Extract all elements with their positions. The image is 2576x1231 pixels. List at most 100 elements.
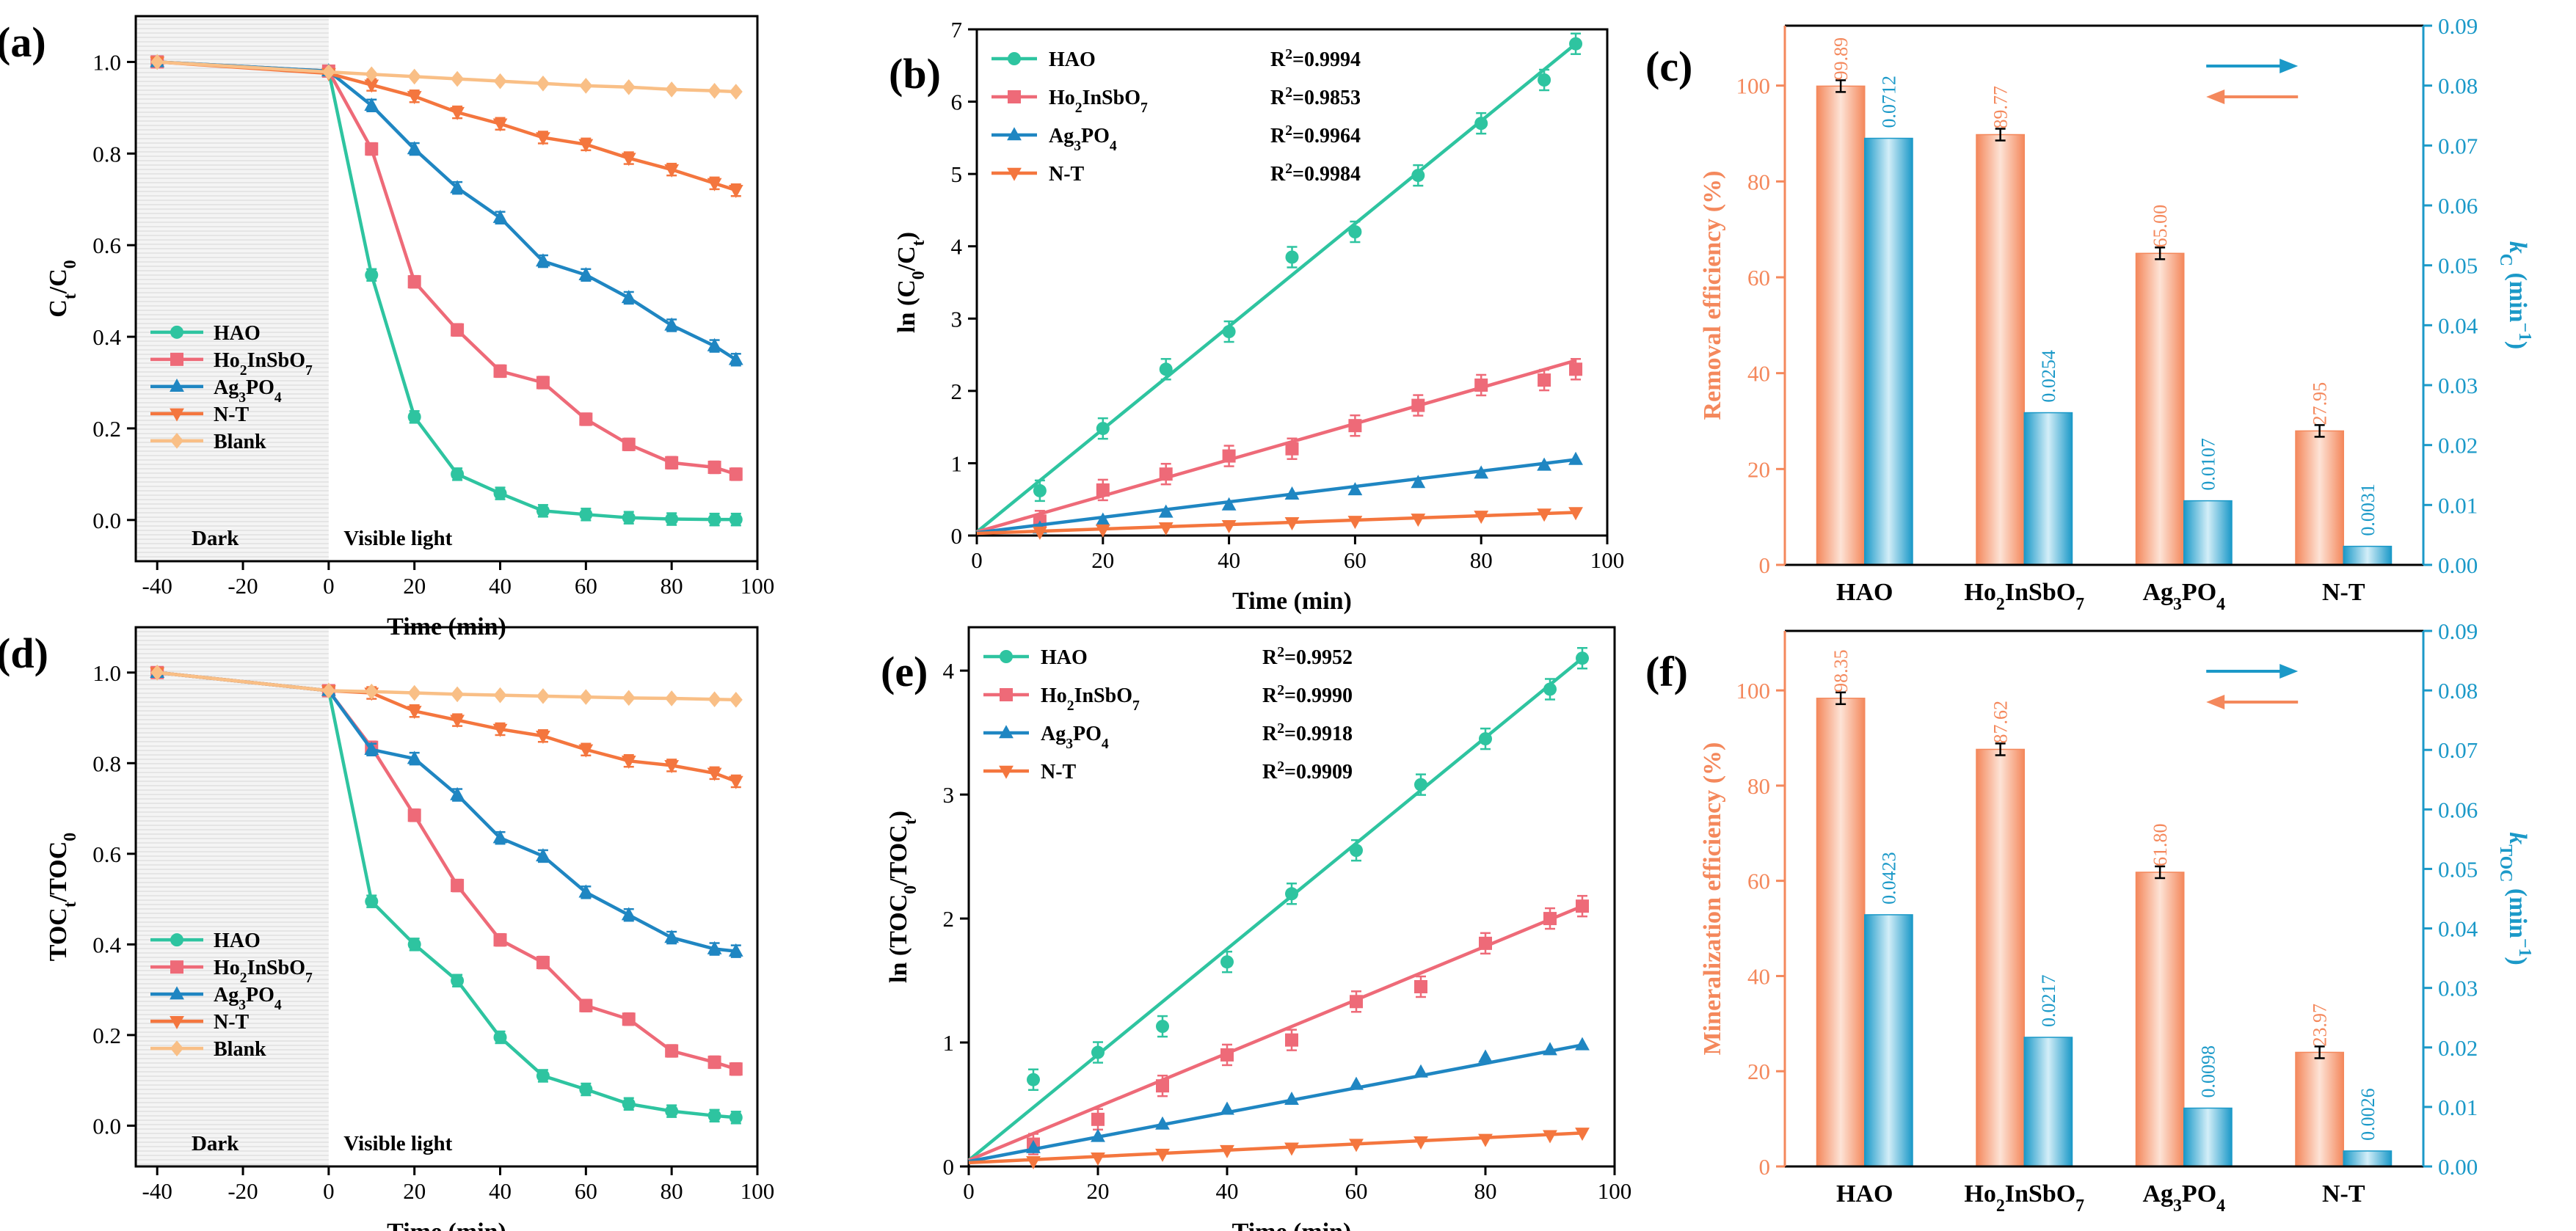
panel-d-series-ag3po4-point bbox=[364, 741, 379, 755]
panel-d-series-n-t-point bbox=[664, 760, 680, 774]
panel-d-series-n-t-point bbox=[728, 775, 743, 789]
panel-e-xtick-label: 100 bbox=[1598, 1178, 1632, 1204]
panel-f-bar-hao-rate-label: 0.0423 bbox=[1878, 852, 1899, 905]
panel-a-series-blank-point bbox=[707, 82, 721, 99]
panel-e-ytick-label: 0 bbox=[943, 1154, 955, 1180]
panel-a-series-ag3po4-point bbox=[578, 266, 594, 280]
panel-b-xtick-label: 60 bbox=[1344, 547, 1367, 573]
panel-d-legend-n-t-marker bbox=[170, 1015, 184, 1029]
panel-c-bar-hao-efficiency bbox=[1816, 85, 1866, 566]
panel-b-series-ho2insbo7-point bbox=[1538, 373, 1551, 387]
panel-b-series-ho2insbo7-point bbox=[1569, 362, 1583, 376]
panel-f-bar-n-t-efficiency-label: 23.97 bbox=[2310, 1004, 2331, 1047]
panel-a-xtick-label: -20 bbox=[228, 573, 258, 599]
panel-e-series-n-t-point bbox=[1284, 1142, 1299, 1156]
panel-a-series-blank-point bbox=[665, 81, 679, 98]
panel-e-axis-frame bbox=[967, 626, 1616, 1168]
panel-e-series-hao-point bbox=[1220, 955, 1234, 969]
panel-e-panel-label: (e) bbox=[881, 648, 928, 695]
panel-d-legend-ho2insbo7-marker bbox=[170, 960, 183, 974]
panel-b-ytick-label: 2 bbox=[951, 379, 963, 404]
panel-a-legend-ho2insbo7-label: Ho2InSbO7 bbox=[214, 349, 313, 379]
panel-b-series-ag3po4-point bbox=[1095, 512, 1110, 526]
panel-b-legend-n-t-label: N-T bbox=[1049, 163, 1085, 186]
panel-c-bar-ho2insbo7-rate-label: 0.0254 bbox=[2038, 350, 2059, 403]
panel-d-series-ho2insbo7-point bbox=[729, 1062, 743, 1076]
panel-d-series-ho2insbo7-point bbox=[451, 879, 465, 893]
panel-d-series-ho2insbo7-point bbox=[579, 998, 593, 1012]
panel-e-series-hao-point bbox=[1350, 844, 1363, 858]
panel-f-panel-label: (f) bbox=[1645, 648, 1688, 695]
panel-a-ytick-label: 0.2 bbox=[92, 416, 121, 442]
panel-a-dark-region bbox=[136, 16, 329, 561]
panel-d-series-hao-point bbox=[365, 894, 379, 908]
panel-d-series-hao-point bbox=[579, 1083, 593, 1096]
panel-a-series-ho2insbo7-point bbox=[493, 364, 507, 378]
panel-e-series-ag3po4-point bbox=[1284, 1091, 1299, 1105]
panel-a-ytick-label: 0.4 bbox=[92, 324, 121, 350]
panel-b-series-n-t-point bbox=[1284, 517, 1300, 531]
panel-b-series-ag3po4-fit-line bbox=[976, 458, 1576, 535]
panel-e-ytick-label: 2 bbox=[943, 906, 955, 932]
panel-f-bar-ho2insbo7-efficiency-label: 87.62 bbox=[1990, 701, 2012, 744]
panel-b-ylabel: ln (C0/Ct) bbox=[893, 232, 928, 333]
panel-a-ytick-label: 1.0 bbox=[92, 49, 121, 75]
panel-a-ylabel: Ct/C0 bbox=[45, 260, 80, 317]
panel-f-ytick-label: 0 bbox=[1759, 1154, 1771, 1180]
panel-d-ytick-label: 0.2 bbox=[92, 1023, 121, 1048]
panel-f-bar-ag3po4-rate-label: 0.0098 bbox=[2197, 1045, 2219, 1098]
panel-a-series-ag3po4-point bbox=[621, 290, 636, 304]
panel-f-y2tick-label: 0.09 bbox=[2438, 618, 2478, 644]
panel-a-xtick-label: 40 bbox=[489, 573, 512, 599]
panel-a-series-hao-point bbox=[622, 511, 636, 525]
panel-f-y2tick-label: 0.07 bbox=[2438, 737, 2478, 763]
panel-b-series-ag3po4-point bbox=[1568, 451, 1583, 465]
panel-e-series-ho2insbo7-point bbox=[1156, 1079, 1169, 1093]
panel-b-legend-ho2insbo7-label: Ho2InSbO7 bbox=[1049, 87, 1148, 116]
panel-d-series-ag3po4-point bbox=[536, 848, 550, 862]
panel-a-legend-blank-marker bbox=[170, 433, 183, 449]
panel-e-legend-hao-marker bbox=[1000, 650, 1013, 663]
panel-e-series-ag3po4-point bbox=[1575, 1037, 1590, 1051]
panel-e-series-ag3po4-fit-line bbox=[968, 1043, 1583, 1164]
panel-d-series-blank-point bbox=[536, 688, 550, 704]
panel-d-ylabel: TOCt/TOC0 bbox=[45, 833, 80, 961]
panel-e-series-ag3po4-point bbox=[1349, 1076, 1364, 1090]
panel-d-legend-blank-label: Blank bbox=[214, 1038, 266, 1061]
panel-f-bar-ag3po4-efficiency bbox=[2135, 872, 2185, 1167]
panel-e-legend-hao-r2: R2=0.9952 bbox=[1262, 645, 1353, 670]
panel-d-panel-label: (d) bbox=[0, 629, 48, 677]
panel-f-ylabel: Mineralization efficiency (%) bbox=[1699, 742, 1726, 1056]
panel-e-legend-ho2insbo7-r2: R2=0.9990 bbox=[1262, 683, 1353, 708]
panel-a-xtick-label: 60 bbox=[575, 573, 597, 599]
panel-a-series-ag3po4-point bbox=[664, 317, 680, 331]
panel-b-series-n-t-point bbox=[1221, 520, 1237, 533]
panel-a-series-ho2insbo7-point bbox=[707, 461, 721, 475]
panel-a-legend-n-t-label: N-T bbox=[214, 403, 250, 426]
panel-e-ylabel: ln (TOC0/TOCt) bbox=[885, 811, 920, 983]
panel-a-series-blank-line bbox=[157, 60, 736, 94]
panel-e-ytick-label: 3 bbox=[943, 782, 955, 808]
panel-a-series-blank-point bbox=[150, 54, 164, 70]
panel-d-series-blank-point bbox=[407, 684, 421, 701]
panel-a-series-ho2insbo7-point bbox=[729, 467, 743, 481]
panel-b-series-n-t-point bbox=[1537, 508, 1551, 522]
panel-c-bar-hao-category-label: HAO bbox=[1836, 579, 1893, 606]
panel-a-series-hao-point bbox=[451, 467, 465, 481]
panel-d-series-hao-point bbox=[493, 1030, 507, 1044]
panel-e-legend-ag3po4-marker bbox=[999, 725, 1014, 739]
panel-b-legend-ag3po4-r2: R2=0.9964 bbox=[1270, 123, 1361, 148]
panel-e-series-ho2insbo7-point bbox=[1285, 1033, 1298, 1047]
panel-b-series-ho2insbo7-point bbox=[1348, 419, 1362, 433]
panel-d-series-n-t-point bbox=[621, 756, 636, 770]
panel-d-xtick-label: 40 bbox=[489, 1178, 512, 1204]
panel-a-legend-n-t-marker bbox=[170, 408, 184, 422]
panel-d-series-blank-point bbox=[707, 691, 721, 708]
panel-e-series-n-t-point bbox=[1349, 1139, 1364, 1153]
panel-a-xtick-label: 20 bbox=[403, 573, 426, 599]
panel-b-legend-ag3po4-label: Ag3PO4 bbox=[1049, 125, 1117, 154]
panel-c-bar-ho2insbo7-category-label: Ho2InSbO7 bbox=[1964, 579, 2084, 614]
panel-a-series-hao-point bbox=[729, 513, 743, 527]
panel-e-series-hao-point bbox=[1091, 1045, 1105, 1059]
